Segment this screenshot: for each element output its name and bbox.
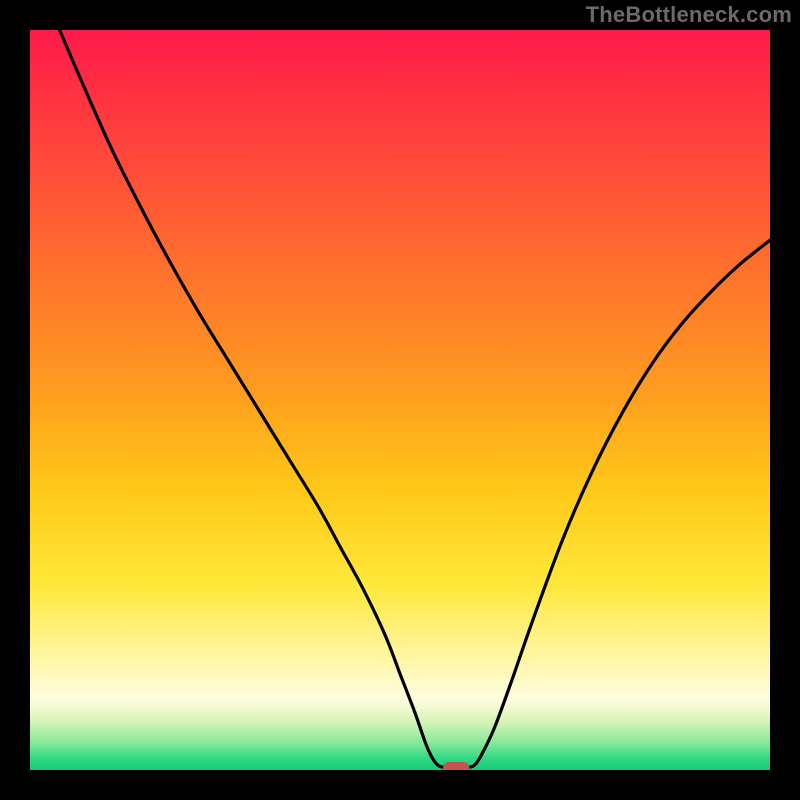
- bottleneck-chart: [30, 30, 770, 770]
- watermark-text: TheBottleneck.com: [586, 2, 792, 28]
- optimal-point-marker: [443, 762, 470, 770]
- bottleneck-chart-svg: [30, 30, 770, 770]
- chart-frame: TheBottleneck.com: [0, 0, 800, 800]
- chart-background: [30, 30, 770, 770]
